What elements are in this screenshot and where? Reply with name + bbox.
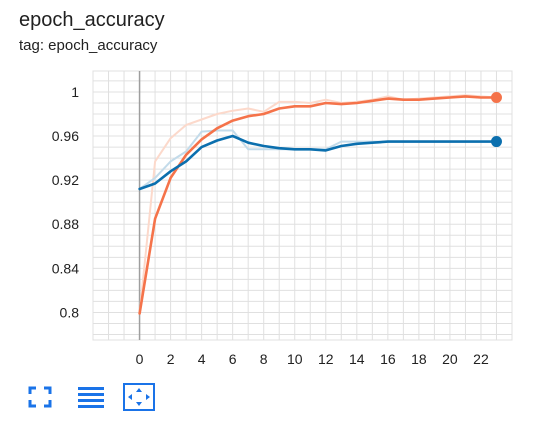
x-tick-label: 16: [380, 351, 396, 367]
fullscreen-button[interactable]: [26, 382, 58, 412]
x-tick-label: 4: [198, 351, 206, 367]
series-end-marker: [490, 136, 502, 148]
y-tick-label: 1: [71, 84, 79, 100]
x-tick-label: 8: [260, 351, 268, 367]
fit-domain-icon: [123, 383, 155, 411]
smoothed-series-line: [138, 95, 498, 315]
y-tick-label: 0.84: [52, 260, 79, 276]
raw-series-line: [138, 94, 497, 314]
x-tick-label: 0: [136, 351, 144, 367]
x-tick-label: 14: [349, 351, 365, 367]
fit-domain-button[interactable]: [122, 382, 155, 412]
chart-tag: tag: epoch_accuracy: [19, 37, 158, 54]
series-end-marker: [490, 91, 502, 103]
x-tick-label: 18: [411, 351, 427, 367]
fullscreen-icon: [28, 386, 52, 408]
y-tick-label: 0.92: [52, 172, 79, 188]
x-tick-label: 12: [318, 351, 334, 367]
smoothed-series-line: [138, 134, 498, 191]
y-tick-label: 0.8: [60, 304, 80, 320]
x-tick-label: 6: [229, 351, 237, 367]
x-tick-label: 22: [473, 351, 489, 367]
chart-title: epoch_accuracy: [19, 9, 165, 31]
y-tick-label: 0.96: [52, 128, 79, 144]
x-tick-label: 20: [442, 351, 458, 367]
x-tick-label: 10: [287, 351, 303, 367]
list-icon: [78, 387, 104, 408]
plot-frame: [92, 70, 513, 341]
y-tick-label: 0.88: [52, 216, 79, 232]
toggle-log-scale-button[interactable]: [76, 382, 108, 412]
x-tick-label: 2: [167, 351, 175, 367]
